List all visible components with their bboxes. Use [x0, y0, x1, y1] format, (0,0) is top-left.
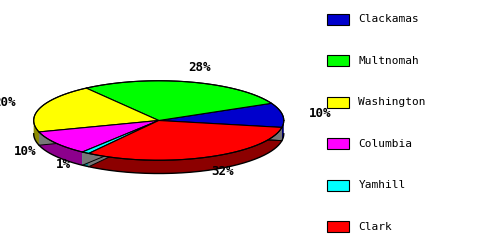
Polygon shape [158, 120, 281, 141]
Polygon shape [281, 121, 283, 141]
Polygon shape [158, 120, 281, 141]
Text: Washington: Washington [358, 97, 425, 107]
FancyBboxPatch shape [326, 180, 348, 190]
Text: 10%: 10% [308, 107, 330, 120]
Polygon shape [39, 132, 82, 165]
Text: Yamhill: Yamhill [358, 180, 405, 190]
Text: Columbia: Columbia [358, 139, 411, 149]
Polygon shape [88, 120, 158, 167]
Text: 28%: 28% [188, 61, 210, 74]
Text: Clackamas: Clackamas [358, 14, 418, 24]
Text: 32%: 32% [211, 165, 233, 178]
Polygon shape [82, 120, 158, 165]
FancyBboxPatch shape [326, 97, 348, 107]
Polygon shape [82, 120, 158, 154]
FancyBboxPatch shape [326, 55, 348, 66]
Text: 10%: 10% [13, 145, 36, 158]
Text: 20%: 20% [0, 96, 16, 109]
Polygon shape [39, 120, 158, 145]
FancyBboxPatch shape [326, 221, 348, 232]
Polygon shape [34, 121, 39, 145]
Polygon shape [88, 120, 281, 160]
Polygon shape [39, 120, 158, 152]
FancyBboxPatch shape [326, 138, 348, 149]
FancyBboxPatch shape [326, 14, 348, 25]
Polygon shape [88, 127, 281, 174]
Polygon shape [158, 103, 283, 127]
Polygon shape [34, 88, 158, 132]
Text: Clark: Clark [358, 221, 391, 232]
Polygon shape [86, 81, 271, 120]
Polygon shape [82, 152, 88, 167]
Text: 1%: 1% [56, 159, 71, 172]
Text: Multnomah: Multnomah [358, 56, 418, 66]
